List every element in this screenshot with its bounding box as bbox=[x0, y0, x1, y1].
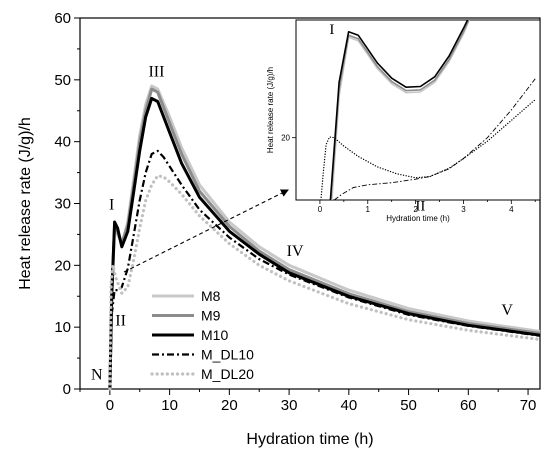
x-tick-label: 70 bbox=[520, 397, 537, 414]
inset-phase-label: I bbox=[329, 22, 334, 38]
legend-label: M8 bbox=[201, 288, 221, 304]
legend-label: M9 bbox=[201, 308, 221, 324]
zoom-arrow-line bbox=[123, 189, 289, 273]
inset-y-axis-title: Heat release rate (J/g)/h bbox=[266, 67, 275, 153]
x-tick-label: 0 bbox=[106, 397, 114, 414]
y-axis-title: Heat release rate (J/g)/h bbox=[17, 117, 34, 290]
y-tick-label: 40 bbox=[54, 134, 71, 151]
y-tick-label: 0 bbox=[63, 381, 71, 398]
phase-label: V bbox=[501, 302, 513, 319]
x-tick-label: 40 bbox=[340, 397, 357, 414]
phase-label: IV bbox=[287, 243, 304, 260]
y-tick-label: 10 bbox=[54, 319, 71, 336]
inset-x-axis-title: Hydration time (h) bbox=[386, 214, 450, 223]
legend-label: M_DL20 bbox=[201, 366, 254, 382]
phase-label: I bbox=[109, 197, 114, 214]
series-line-m-dl20 bbox=[108, 174, 542, 391]
legend: M8 M9 M10 M_DL10 M_DL20 bbox=[150, 288, 254, 382]
phase-label: III bbox=[148, 64, 164, 81]
x-tick-label: 20 bbox=[221, 397, 238, 414]
inset-series-line-m-dl10 bbox=[334, 78, 536, 200]
inset-plot: 0 1 2 3 4 20 Hydration time (h) Heat release ra… bbox=[266, 19, 541, 223]
x-tick-label: 50 bbox=[400, 397, 417, 414]
x-tick-label: 60 bbox=[460, 397, 477, 414]
series-line-m10 bbox=[108, 96, 541, 390]
x-tick-label: 30 bbox=[281, 397, 298, 414]
y-tick-label: 50 bbox=[54, 72, 71, 89]
inset-x-tick-label: 4 bbox=[509, 205, 514, 214]
y-tick-label: 20 bbox=[54, 257, 71, 274]
inset-phase-label: II bbox=[415, 198, 425, 214]
phase-label: II bbox=[115, 312, 126, 329]
inset-series-line-m-dl20 bbox=[320, 98, 536, 200]
inset-x-tick-label: 1 bbox=[366, 205, 371, 214]
inset-x-tick-label: 3 bbox=[461, 205, 466, 214]
x-tick-label: 10 bbox=[161, 397, 178, 414]
y-tick-label: 30 bbox=[54, 196, 71, 213]
inset-x-tick-label: 0 bbox=[318, 205, 323, 214]
inset-y-tick-label: 20 bbox=[281, 134, 290, 143]
legend-label: M10 bbox=[201, 327, 228, 343]
inset-series-line-m10 bbox=[329, 20, 469, 200]
inset-series-group bbox=[320, 20, 536, 200]
inset-x-tick-label: 2 bbox=[413, 205, 418, 214]
y-tick-label: 60 bbox=[54, 10, 71, 27]
phase-label: N bbox=[91, 367, 103, 384]
legend-label: M_DL10 bbox=[201, 347, 254, 363]
x-axis-title: Hydration time (h) bbox=[246, 431, 373, 448]
zoom-arrow bbox=[123, 189, 289, 273]
